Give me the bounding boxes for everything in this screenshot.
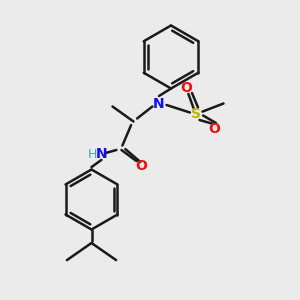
Text: H: H [88, 148, 97, 161]
Text: O: O [135, 160, 147, 173]
Text: O: O [208, 122, 220, 136]
Text: S: S [191, 107, 202, 121]
Text: N: N [96, 148, 107, 161]
Text: O: O [180, 82, 192, 95]
Text: N: N [153, 97, 165, 110]
